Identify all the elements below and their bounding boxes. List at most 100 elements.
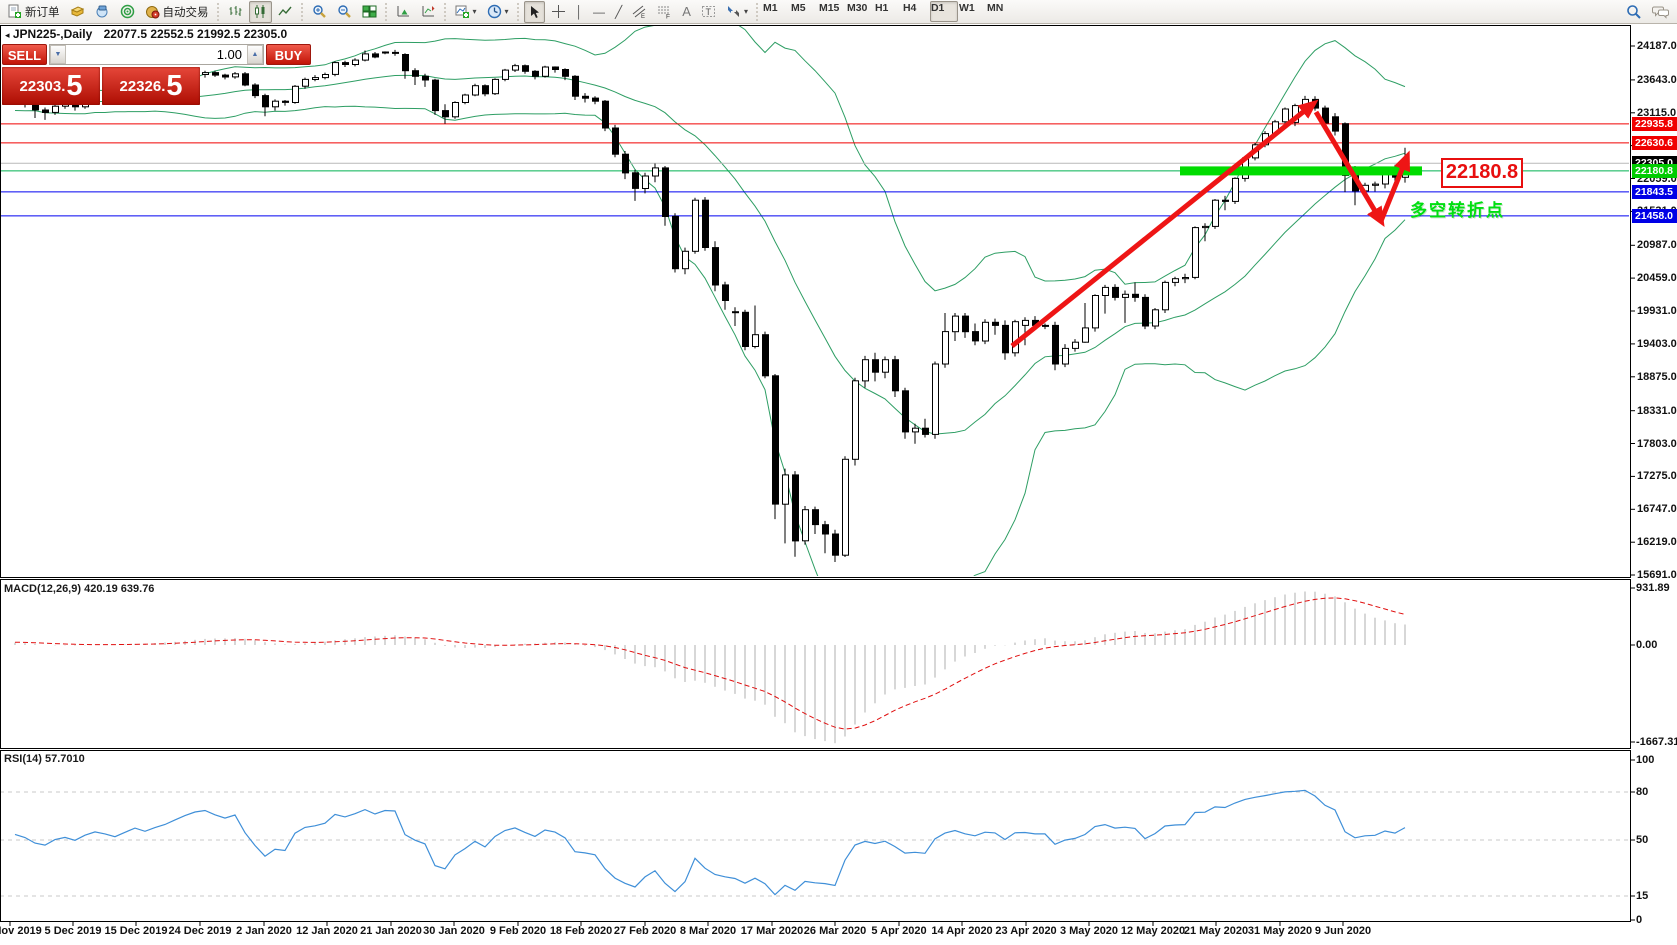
data-window-icon <box>96 5 107 18</box>
chart-shift-button[interactable] <box>417 1 440 23</box>
crosshair-icon <box>551 5 565 18</box>
x-axis-label: 21 May 2020 <box>1183 925 1249 937</box>
label-button[interactable]: T <box>697 1 720 23</box>
shapes-button[interactable]: ▾ <box>722 1 752 23</box>
zoom-out-button[interactable] <box>333 1 356 23</box>
timeframe-group: M1 M5 M15 M30 H1 H4 D1 W1 MN <box>762 1 1014 23</box>
macd-axis-label: 0.00 <box>1636 639 1658 651</box>
toolbar-separator <box>299 2 305 21</box>
price-tag: 22935.8 <box>1632 116 1677 131</box>
buy-price-box[interactable]: 22326. 5 <box>102 67 200 105</box>
rsi-axis-label: 80 <box>1636 786 1649 798</box>
toolbar-separator <box>383 2 389 21</box>
buy-price-big-digit: 5 <box>166 69 183 102</box>
zoom-in-button[interactable] <box>308 1 331 23</box>
chart-collapse-icon[interactable]: ◂ <box>5 30 10 40</box>
y-axis-label: 18331.0 <box>1637 404 1677 417</box>
y-axis-label: 16219.0 <box>1637 536 1677 549</box>
turning-point-note[interactable]: 多空转折点 <box>1410 201 1505 220</box>
chart-title: ◂ JPN225-,Daily 22077.5 22552.5 21992.5 … <box>5 27 287 41</box>
timeframe-button-m30[interactable]: M30 <box>846 2 868 14</box>
chart-bars-button[interactable] <box>224 1 247 23</box>
hline-button[interactable]: — <box>589 1 609 23</box>
macd-axis-label: 931.89 <box>1636 582 1670 594</box>
vline-button[interactable]: │ <box>572 1 588 23</box>
x-axis-label: 12 Jan 2020 <box>296 925 358 937</box>
channel-button[interactable]: E <box>628 1 651 23</box>
auto-scroll-button[interactable] <box>392 1 415 23</box>
x-axis-label: 8 Mar 2020 <box>679 925 737 937</box>
clock-icon <box>487 4 501 19</box>
trendline-button[interactable]: ╱ <box>611 1 626 23</box>
cursor-button[interactable] <box>523 0 545 23</box>
y-axis-label: 19403.0 <box>1637 337 1677 350</box>
x-axis-label: 2 Jan 2020 <box>236 925 292 937</box>
x-axis-label: 18 Feb 2020 <box>549 925 613 937</box>
crosshair-button[interactable] <box>547 1 570 23</box>
sell-price-box[interactable]: 22303. 5 <box>2 67 100 105</box>
support-price-label[interactable]: 22180.8 <box>1441 158 1523 188</box>
buy-button[interactable]: BUY <box>266 44 311 65</box>
one-click-trading-panel: SELL ▼ ▲ BUY 22303. 5 22326. 5 <box>2 44 311 105</box>
timeframe-button-m5[interactable]: M5 <box>790 2 806 14</box>
x-axis-label: 9 Jun 2020 <box>1314 925 1372 937</box>
indicators-button[interactable]: ▾ <box>451 1 481 23</box>
label-icon: T <box>701 6 715 17</box>
timeframe-button-mn[interactable]: MN <box>986 2 1004 14</box>
new-order-button[interactable]: 新订单 <box>3 1 64 23</box>
price-tag: 21458.0 <box>1632 208 1677 223</box>
x-axis-label: 21 Jan 2020 <box>360 925 422 937</box>
market-watch-button[interactable] <box>66 1 89 23</box>
timeframe-button-m1[interactable]: M1 <box>762 2 778 14</box>
chat-button[interactable] <box>1648 1 1674 23</box>
text-icon: A <box>682 3 691 19</box>
x-axis-label: 24 Dec 2019 <box>168 925 232 937</box>
volume-decrease-button[interactable]: ▼ <box>50 45 66 64</box>
chart-line-button[interactable] <box>274 1 297 23</box>
periods-button[interactable]: ▾ <box>483 1 513 23</box>
sell-price: 22303. <box>19 77 66 95</box>
chart-ohlc-values: 22077.5 22552.5 21992.5 22305.0 <box>103 27 288 41</box>
autotrading-label: 自动交易 <box>162 6 209 19</box>
fibonacci-icon: F <box>658 6 671 19</box>
volume-input[interactable] <box>66 45 247 64</box>
x-axis-label: 26 Mar 2020 <box>803 925 867 937</box>
new-order-label: 新订单 <box>25 6 60 19</box>
y-axis-label: 24187.0 <box>1637 40 1677 52</box>
text-button[interactable]: A <box>678 1 695 23</box>
timeframe-button-h4[interactable]: H4 <box>902 2 917 14</box>
sell-button[interactable]: SELL <box>2 44 47 65</box>
x-axis-label: 27 Feb 2020 <box>613 925 677 937</box>
y-axis-label: 17275.0 <box>1637 470 1677 483</box>
price-tag: 22630.6 <box>1632 135 1677 150</box>
x-axis-label: 30 Jan 2020 <box>423 925 485 937</box>
toolbar-separator <box>215 2 221 21</box>
search-icon <box>1627 4 1641 19</box>
timeframe-button-h1[interactable]: H1 <box>874 2 889 14</box>
fibonacci-button[interactable]: F <box>653 1 676 23</box>
spinner-up-icon: ▲ <box>251 51 259 58</box>
volume-increase-button[interactable]: ▲ <box>247 45 263 64</box>
navigator-button[interactable] <box>116 1 139 23</box>
timeframe-button-d1[interactable]: D1 <box>929 1 958 22</box>
autotrading-button[interactable]: 自动交易 <box>141 1 213 23</box>
chart-shift-icon <box>422 6 434 17</box>
rsi-axis-label: 0 <box>1636 914 1643 926</box>
y-axis-label: 16747.0 <box>1637 503 1677 516</box>
macd-axis-label: -1667.31 <box>1636 736 1677 748</box>
auto-scroll-icon <box>397 6 409 17</box>
timeframe-button-m15[interactable]: M15 <box>818 2 840 14</box>
shapes-arrows-icon <box>727 6 739 17</box>
chart-candles-button[interactable] <box>248 0 272 23</box>
data-window-button[interactable] <box>91 1 114 23</box>
dropdown-arrow-icon: ▾ <box>504 6 509 16</box>
bar-chart-icon <box>229 6 241 16</box>
autotrading-icon <box>145 6 159 19</box>
rsi-label: RSI(14) 57.7010 <box>4 753 85 765</box>
tile-windows-button[interactable] <box>358 1 381 23</box>
y-axis-label: 23115.0 <box>1637 106 1677 119</box>
channel-icon: E <box>632 5 646 19</box>
timeframe-button-w1[interactable]: W1 <box>958 2 975 14</box>
search-button[interactable] <box>1622 1 1646 23</box>
